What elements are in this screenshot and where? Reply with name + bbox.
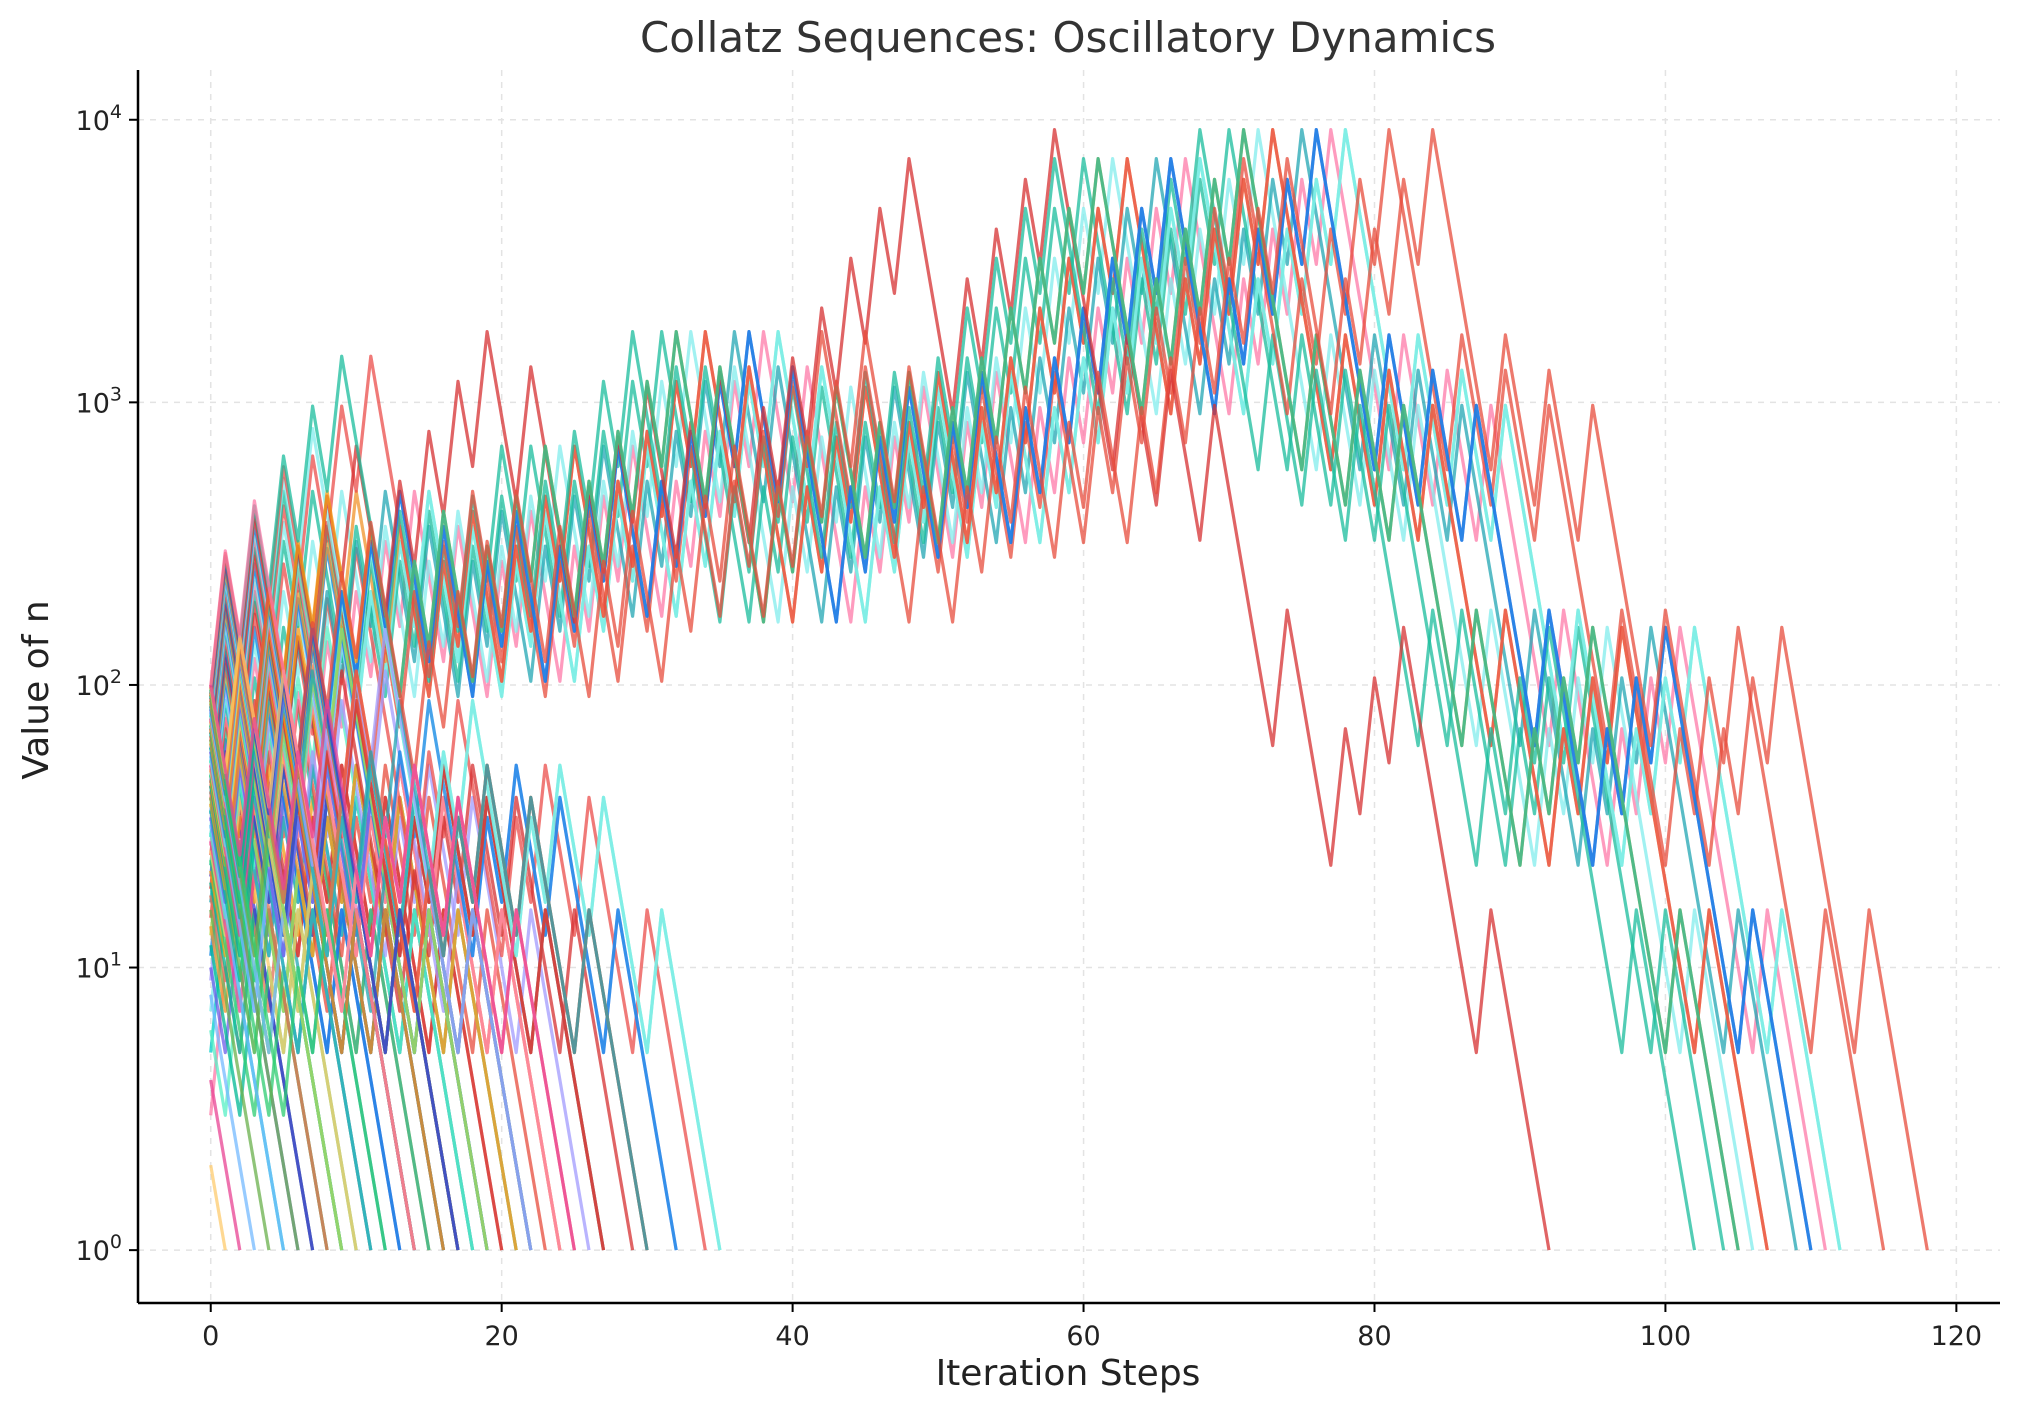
series-line-16 bbox=[209, 909, 271, 1251]
series-line-83 bbox=[209, 128, 1813, 1251]
x-tick-label: 20 bbox=[484, 1321, 518, 1352]
series-line-91 bbox=[209, 128, 1551, 1251]
y-tick-label: 104 bbox=[76, 101, 122, 137]
series-lines bbox=[209, 128, 1929, 1251]
y-tick-label: 100 bbox=[76, 1231, 122, 1267]
y-tick-label: 101 bbox=[76, 949, 122, 985]
x-ticks: 0 20 40 60 80 100 120 bbox=[202, 1303, 1982, 1352]
series-line-2 bbox=[209, 1164, 227, 1251]
series-line-63 bbox=[209, 128, 1769, 1251]
series-line-71 bbox=[209, 128, 1697, 1251]
x-tick-label: 0 bbox=[202, 1321, 219, 1352]
x-tick-label: 120 bbox=[1931, 1321, 1983, 1352]
x-tick-label: 100 bbox=[1640, 1321, 1692, 1352]
axes bbox=[136, 70, 2000, 1305]
series-line-96 bbox=[209, 689, 387, 1251]
series-line-4 bbox=[209, 1079, 242, 1251]
y-tick-label: 103 bbox=[76, 383, 122, 419]
x-tick-label: 80 bbox=[1357, 1321, 1391, 1352]
grid-lines bbox=[138, 70, 2000, 1303]
series-line-100 bbox=[209, 684, 576, 1251]
series-line-61 bbox=[209, 608, 489, 1251]
x-tick-label: 60 bbox=[1066, 1321, 1100, 1352]
series-line-8 bbox=[209, 994, 256, 1251]
series-line-97 bbox=[209, 128, 1929, 1251]
series-line-27 bbox=[209, 128, 1827, 1251]
chart-title: Collatz Sequences: Oscillatory Dynamics bbox=[640, 13, 1496, 62]
y-ticks: 100 101 102 103 104 bbox=[76, 101, 138, 1267]
x-axis-label: Iteration Steps bbox=[936, 1353, 1201, 1394]
y-tick-label: 102 bbox=[76, 666, 122, 702]
y-axis-label: Value of n bbox=[16, 600, 57, 779]
x-tick-label: 40 bbox=[775, 1321, 809, 1352]
